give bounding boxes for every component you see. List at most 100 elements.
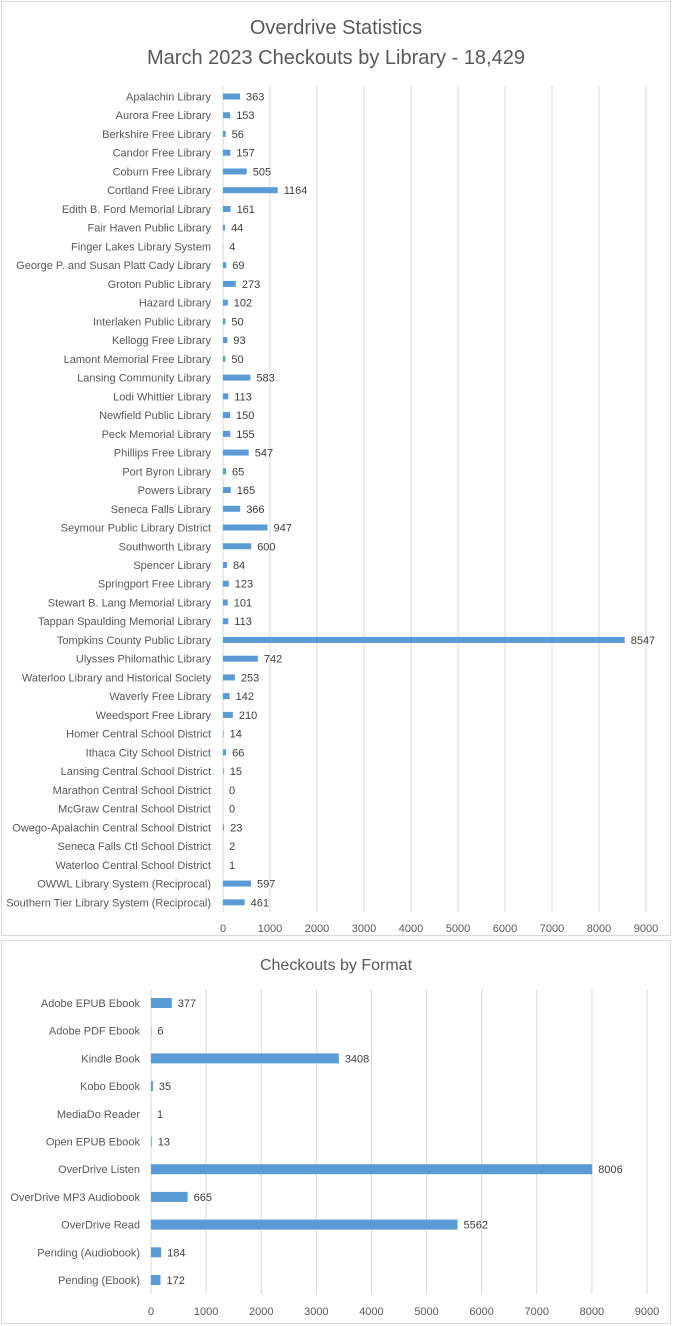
library-data-label: 210: [239, 710, 257, 722]
library-data-label: 273: [242, 279, 260, 291]
library-category-label: Springport Free Library: [98, 579, 212, 591]
format-data-label: 172: [166, 1275, 184, 1287]
library-data-label: 4: [229, 241, 235, 253]
library-data-label: 113: [234, 391, 252, 403]
library-bar: [223, 636, 625, 643]
format-data-label: 8006: [598, 1164, 622, 1176]
library-data-label: 102: [234, 298, 252, 310]
library-bar: [223, 318, 226, 325]
library-data-label: 150: [236, 410, 254, 422]
library-data-label: 14: [230, 729, 242, 741]
library-category-label: Stewart B. Lang Memorial Library: [48, 597, 212, 609]
format-bar: [151, 1191, 188, 1202]
library-category-label: Berkshire Free Library: [102, 129, 211, 141]
format-bar: [151, 1136, 152, 1147]
library-bar: [223, 562, 227, 568]
library-bar: [223, 280, 236, 287]
library-data-label: 93: [233, 335, 245, 347]
format-x-tick-label: 4000: [359, 1306, 383, 1318]
library-category-label: Owego-Apalachin Central School District: [12, 822, 211, 834]
library-category-label: Tompkins County Public Library: [57, 635, 212, 647]
library-bar: [223, 355, 226, 362]
library-data-label: 123: [235, 579, 253, 591]
library-category-label: Waterloo Library and Historical Society: [22, 672, 212, 684]
library-data-label: 505: [253, 166, 271, 178]
format-data-label: 377: [178, 998, 196, 1010]
format-x-tick-label: 7000: [525, 1306, 549, 1318]
library-category-label: Waverly Free Library: [109, 691, 211, 703]
library-data-label: 44: [231, 223, 243, 235]
library-category-label: Kellogg Free Library: [112, 335, 212, 347]
library-data-label: 50: [231, 316, 243, 328]
library-category-label: Lodi Whittier Library: [113, 391, 211, 403]
library-category-label: Lansing Community Library: [77, 373, 211, 385]
library-x-tick-label: 9000: [634, 923, 658, 935]
library-bar: [223, 393, 229, 400]
library-data-label: 600: [257, 541, 275, 553]
library-bar: [223, 337, 228, 344]
library-data-label: 583: [256, 373, 274, 385]
format-data-label: 184: [167, 1247, 185, 1259]
library-data-label: 1: [229, 860, 235, 872]
library-category-label: George P. and Susan Platt Cady Library: [16, 260, 211, 272]
format-bar: [151, 1275, 161, 1285]
format-category-label: Kindle Book: [81, 1053, 140, 1065]
library-bar: [223, 711, 233, 718]
format-category-label: Pending (Ebook): [58, 1275, 140, 1287]
library-data-label: 8547: [631, 635, 655, 647]
library-data-label: 50: [231, 354, 243, 366]
library-data-label: 742: [264, 654, 282, 666]
format-data-label: 13: [158, 1137, 170, 1149]
library-category-label: Phillips Free Library: [114, 448, 212, 460]
library-category-label: Homer Central School District: [66, 729, 211, 741]
library-data-label: 461: [251, 897, 269, 909]
format-data-label: 6: [157, 1026, 163, 1038]
library-data-label: 363: [246, 92, 264, 104]
library-data-label: 165: [237, 485, 255, 497]
library-data-label: 2: [229, 841, 235, 853]
format-data-label: 665: [194, 1192, 212, 1204]
format-category-label: MediaDo Reader: [57, 1109, 140, 1121]
library-category-label: Interlaken Public Library: [93, 316, 212, 328]
library-data-label: 153: [236, 110, 254, 122]
library-category-label: OWWL Library System (Reciprocal): [37, 879, 211, 891]
library-category-label: Seneca Falls Library: [111, 504, 212, 516]
library-category-label: Fair Haven Public Library: [88, 223, 212, 235]
library-category-label: Peck Memorial Library: [102, 429, 212, 441]
library-category-label: Finger Lakes Library System: [71, 241, 211, 253]
library-title-line-1: Overdrive Statistics: [250, 17, 422, 39]
library-data-label: 253: [241, 672, 259, 684]
library-category-label: Waterloo Central School District: [56, 860, 211, 872]
library-bar: [223, 130, 226, 137]
library-bar: [223, 430, 231, 437]
format-bar: [151, 998, 172, 1008]
library-data-label: 69: [232, 260, 244, 272]
format-checkouts-chart-panel: Checkouts by Format 0 1000 2000 3000 4000 5000…: [1, 940, 671, 1324]
format-x-tick-label: 5000: [414, 1306, 438, 1318]
library-data-label: 101: [234, 597, 252, 609]
library-bar: [223, 468, 227, 475]
library-bar: [223, 824, 225, 831]
library-bar: [223, 412, 231, 419]
format-category-label: Adobe EPUB Ebook: [41, 998, 141, 1010]
library-bar: [223, 149, 231, 156]
library-bar: [223, 674, 235, 681]
library-bar: [223, 524, 268, 531]
library-data-label: 84: [233, 560, 245, 572]
library-bar: [223, 899, 245, 906]
format-bar: [151, 1164, 593, 1175]
library-bar: [223, 374, 251, 381]
library-data-label: 15: [230, 766, 242, 778]
library-category-label: Seymour Public Library District: [61, 523, 211, 535]
library-data-label: 161: [237, 204, 255, 216]
format-data-label: 35: [159, 1081, 171, 1093]
library-category-label: Ulysses Philomathic Library: [76, 654, 212, 666]
library-category-label: Coburn Free Library: [113, 166, 212, 178]
library-category-label: Marathon Central School District: [53, 785, 211, 797]
format-data-label: 5562: [464, 1220, 488, 1232]
library-data-label: 1164: [284, 185, 308, 197]
library-bar: [223, 224, 226, 231]
library-data-label: 597: [257, 879, 275, 891]
format-category-label: Open EPUB Ebook: [46, 1137, 141, 1149]
library-bar: [223, 262, 227, 269]
